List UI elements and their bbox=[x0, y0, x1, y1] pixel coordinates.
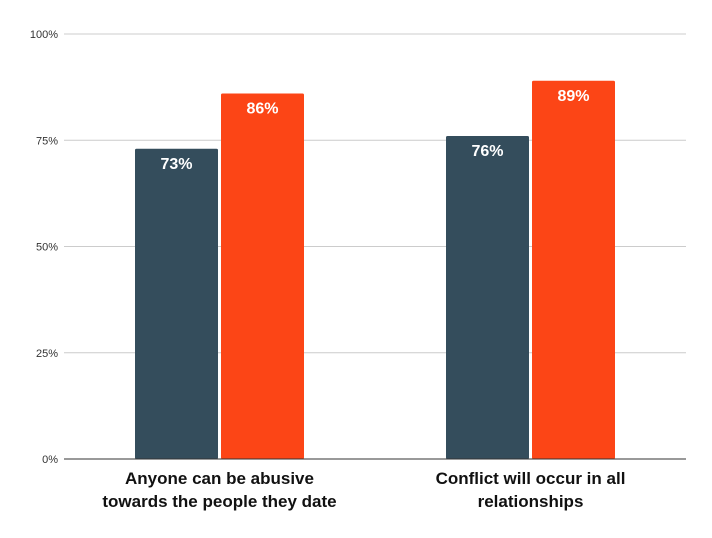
bar-1-1 bbox=[135, 148, 218, 459]
y-tick-label: 25% bbox=[36, 348, 58, 360]
bar-1-2 bbox=[221, 93, 304, 459]
y-tick-label: 50% bbox=[36, 242, 58, 254]
bar-value-label: 86% bbox=[246, 101, 278, 118]
category-label: towards the people they date bbox=[102, 492, 336, 511]
bar-value-label: 73% bbox=[160, 156, 192, 173]
bars bbox=[135, 80, 615, 459]
y-axis-ticks: 0% 25% 50% 75% 100% bbox=[30, 29, 58, 466]
category-labels: Anyone can be abusive towards the people … bbox=[102, 469, 625, 511]
bar-data-labels: 73% 86% 76% 89% bbox=[160, 88, 589, 173]
y-tick-label: 75% bbox=[36, 135, 58, 147]
category-label: Anyone can be abusive bbox=[125, 469, 314, 488]
bar-2-2 bbox=[532, 80, 615, 459]
y-tick-label: 100% bbox=[30, 29, 58, 41]
bar-value-label: 76% bbox=[471, 143, 503, 160]
category-label: Conflict will occur in all bbox=[436, 469, 626, 488]
bar-value-label: 89% bbox=[557, 88, 589, 105]
y-tick-label: 0% bbox=[42, 454, 58, 466]
bar-2-1 bbox=[446, 136, 529, 459]
category-label: relationships bbox=[478, 492, 584, 511]
